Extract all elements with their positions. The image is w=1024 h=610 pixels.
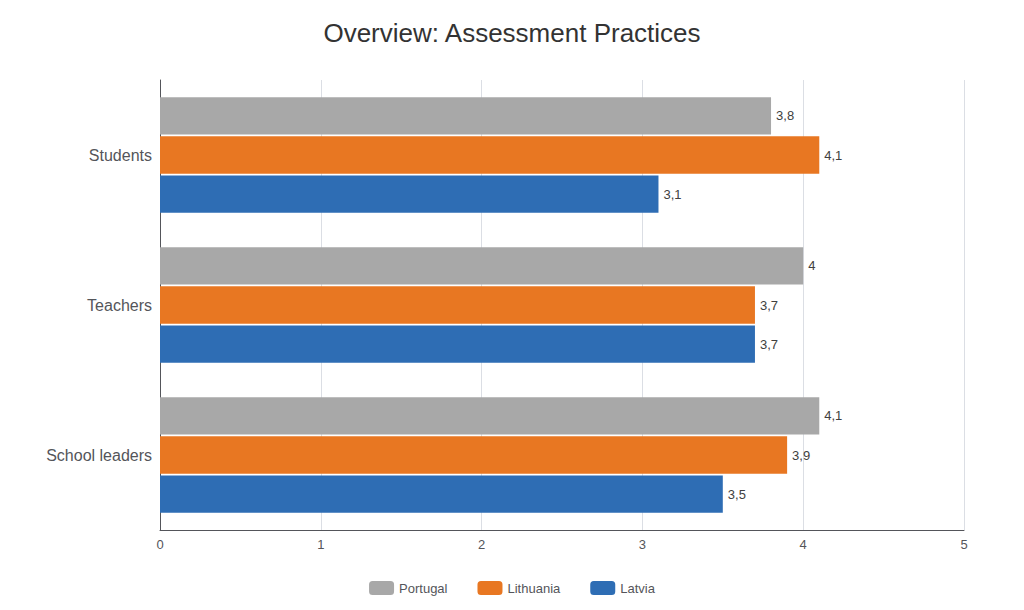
svg-text:0: 0 (156, 537, 163, 552)
svg-text:3,5: 3,5 (728, 487, 746, 502)
svg-text:3,8: 3,8 (776, 108, 794, 123)
svg-text:Lithuania: Lithuania (507, 581, 561, 596)
svg-text:Latvia: Latvia (620, 581, 655, 596)
svg-text:1: 1 (317, 537, 324, 552)
svg-text:Portugal: Portugal (399, 581, 448, 596)
svg-text:3,9: 3,9 (792, 448, 810, 463)
svg-text:4: 4 (800, 537, 807, 552)
svg-text:3,7: 3,7 (760, 337, 778, 352)
svg-text:3,1: 3,1 (663, 187, 681, 202)
svg-text:3: 3 (639, 537, 646, 552)
svg-text:3,7: 3,7 (760, 298, 778, 313)
svg-text:4,1: 4,1 (824, 148, 842, 163)
svg-text:2: 2 (478, 537, 485, 552)
svg-text:Students: Students (89, 147, 152, 164)
svg-text:Teachers: Teachers (87, 297, 152, 314)
svg-text:4,1: 4,1 (824, 408, 842, 423)
svg-text:5: 5 (960, 537, 967, 552)
svg-text:School leaders: School leaders (46, 447, 152, 464)
svg-text:Overview: Assessment Practices: Overview: Assessment Practices (323, 18, 700, 48)
svg-text:4: 4 (808, 258, 815, 273)
